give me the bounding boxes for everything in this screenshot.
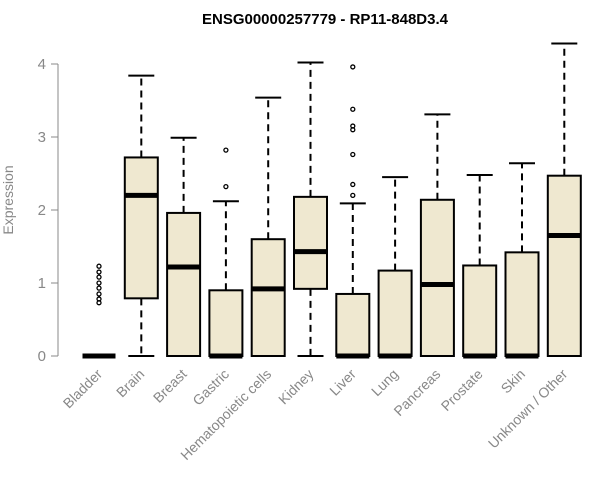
y-tick-label-3: 3 [38, 129, 46, 146]
outlier-6-1 [350, 181, 356, 188]
box-rect-3 [208, 289, 244, 357]
x-tick-label-2: Breast [150, 366, 190, 406]
x-tick-label-11: Unknown / Other [485, 366, 571, 452]
y-axis: 0 1 2 3 4 [38, 56, 59, 365]
box-rect-11 [546, 174, 582, 357]
outlier-6-6 [350, 64, 356, 70]
box-1 [123, 74, 159, 357]
box-rect-2 [166, 211, 202, 357]
x-tick-label-10: Skin [498, 366, 529, 397]
y-tick-label-2: 2 [38, 202, 46, 219]
outlier-0-2 [96, 291, 102, 297]
outlier-3-0 [223, 183, 229, 190]
box-2 [166, 136, 202, 357]
box-0 [82, 263, 116, 359]
y-axis-label: Expression [0, 165, 16, 234]
box-rect-8 [419, 198, 455, 357]
box-rect-5 [293, 195, 328, 290]
x-tick-label-5: Kidney [275, 366, 317, 408]
outlier-0-4 [96, 280, 102, 286]
outlier-0-1 [96, 296, 102, 302]
outlier-0-7 [96, 263, 102, 269]
x-tick-label-9: Prostate [438, 366, 486, 414]
x-tick-label-7: Lung [368, 366, 401, 399]
box-rect-9 [462, 264, 498, 358]
x-tick-label-8: Pancreas [390, 366, 443, 419]
outlier-6-4 [350, 123, 356, 129]
box-8 [419, 113, 455, 357]
outlier-3-1 [223, 147, 229, 153]
box-rect-10 [504, 251, 540, 357]
x-tick-label-0: Bladder [60, 366, 106, 412]
outlier-6-5 [350, 106, 356, 112]
outlier-6-2 [350, 151, 356, 158]
x-tick-label-1: Brain [113, 366, 147, 400]
box-6 [335, 64, 371, 359]
y-tick-label-1: 1 [38, 275, 46, 292]
box-9 [462, 173, 498, 359]
chart-title: ENSG00000257779 - RP11-848D3.4 [202, 11, 449, 28]
box-11 [546, 42, 582, 357]
outlier-0-5 [96, 274, 102, 280]
x-tick-label-6: Liver [326, 366, 359, 399]
box-5 [293, 61, 328, 357]
box-rect-4 [250, 238, 286, 357]
outlier-0-3 [96, 285, 102, 291]
box-7 [377, 176, 413, 359]
y-tick-label-4: 4 [38, 56, 46, 73]
y-tick-label-0: 0 [38, 348, 46, 365]
box-4 [250, 96, 286, 357]
outlier-6-0 [350, 192, 356, 199]
box-10 [504, 162, 540, 359]
box-rect-6 [335, 292, 371, 358]
box-rect-7 [377, 269, 413, 357]
outlier-0-6 [96, 269, 102, 275]
boxes-group [82, 42, 582, 359]
box-rect-1 [123, 156, 159, 300]
box-3 [208, 147, 244, 359]
